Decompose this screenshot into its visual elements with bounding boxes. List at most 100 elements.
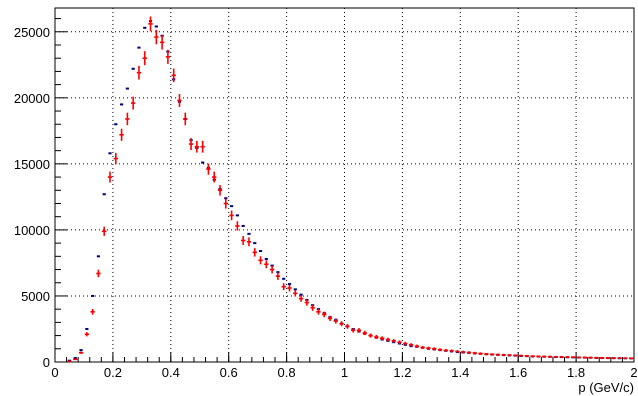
y-tick-label: 5000 [21,289,50,304]
red-bin-marker [437,348,443,352]
red-bin-marker [356,328,362,333]
red-bin-marker [264,260,269,269]
red-bin-marker [623,357,628,360]
red-bin-marker [628,357,634,360]
red-bin-marker [316,308,321,315]
red-bin-marker [582,356,587,359]
red-bin-marker [212,171,217,183]
red-bin-marker [136,65,142,80]
red-bin-marker [461,350,466,354]
red-bin-marker [119,128,124,141]
red-bin-marker [542,355,547,358]
red-bin-marker [171,68,176,83]
red-bin-marker [478,352,483,355]
red-bin-marker [553,355,559,358]
red-bin-marker [90,308,95,315]
red-bin-marker [374,334,379,339]
x-tick-label: 0.4 [162,365,180,380]
red-bin-marker [565,356,570,359]
y-axis-ticks: 0 5000 10000 15000 20000 25000 [14,18,67,370]
red-bin-marker [408,343,414,347]
red-bin-marker [235,221,240,231]
red-bin-marker [125,112,130,126]
red-bin-marker [159,35,165,50]
x-axis-title: p (GeV/c) [578,380,634,395]
red-bin-marker [397,340,402,344]
red-bin-marker [617,357,622,359]
grid-lines [55,8,634,362]
red-bin-marker [188,138,194,150]
red-bin-marker [281,283,286,291]
red-bin-marker [96,269,101,278]
red-bin-marker [414,344,420,348]
red-bin-marker [594,356,599,359]
red-bin-marker [599,357,605,359]
red-bin-marker [287,284,292,292]
red-bin-marker [432,347,437,351]
red-bin-marker [391,339,396,343]
red-bin-marker [113,152,118,165]
x-tick-label: 2 [630,365,637,380]
red-bin-marker [194,140,200,153]
red-bin-marker [518,354,524,357]
x-tick-label: 0.8 [278,365,296,380]
red-bin-marker [333,318,338,324]
red-bin-marker [246,237,252,247]
x-tick-label: 0 [51,365,58,380]
red-bin-marker [339,321,344,327]
red-bin-marker [426,346,431,350]
red-bin-marker [107,171,113,183]
red-bin-marker [443,349,448,352]
series-blue-markers [67,20,633,362]
y-tick-label: 20000 [14,91,50,106]
x-tick-label: 1.6 [509,365,527,380]
red-bin-marker [605,357,611,359]
red-bin-marker [78,351,84,354]
y-tick-label: 0 [43,355,50,370]
red-bin-marker [449,349,454,353]
red-bin-marker [559,356,564,358]
red-bin-marker [385,337,391,342]
red-bin-marker [507,354,512,357]
red-bin-marker [368,333,373,338]
red-bin-marker [223,198,228,209]
x-tick-label: 1.8 [567,365,585,380]
red-bin-marker [571,356,576,359]
x-tick-label: 1.4 [451,365,469,380]
red-bin-marker [183,112,188,126]
y-tick-label: 10000 [14,223,50,238]
red-bin-marker [293,289,298,297]
red-bin-marker [177,93,182,107]
y-tick-label: 25000 [14,25,50,40]
series-red-markers [67,16,634,363]
red-bin-marker [455,350,460,353]
red-bin-marker [206,163,211,175]
red-bin-marker [379,336,385,341]
red-bin-marker [84,332,90,337]
red-bin-marker [229,210,234,221]
red-bin-marker [102,226,107,236]
red-bin-marker [536,355,541,358]
red-bin-marker [611,357,616,359]
red-bin-marker [269,265,275,274]
red-bin-marker [252,248,257,257]
red-bin-marker [304,299,310,306]
red-bin-marker [217,185,223,196]
red-bin-marker [322,311,327,318]
x-tick-label: 0.2 [104,365,122,380]
y-tick-label: 15000 [14,157,50,172]
red-bin-marker [275,272,281,280]
red-bin-marker [327,315,333,322]
red-bin-marker [310,304,315,311]
red-bin-marker [362,330,367,336]
x-tick-label: 1.2 [393,365,411,380]
red-bin-marker [67,360,72,363]
red-bin-marker [484,352,489,356]
red-bin-marker [403,341,408,346]
red-bin-marker [345,323,350,329]
red-bin-marker [495,353,501,356]
red-bin-marker [472,351,477,355]
red-bin-marker [530,355,535,358]
x-axis-ticks: 0 0.2 0.4 0.6 0.8 1 1.2 1.4 1.6 1.8 2 [51,352,638,380]
red-bin-marker [501,353,506,356]
